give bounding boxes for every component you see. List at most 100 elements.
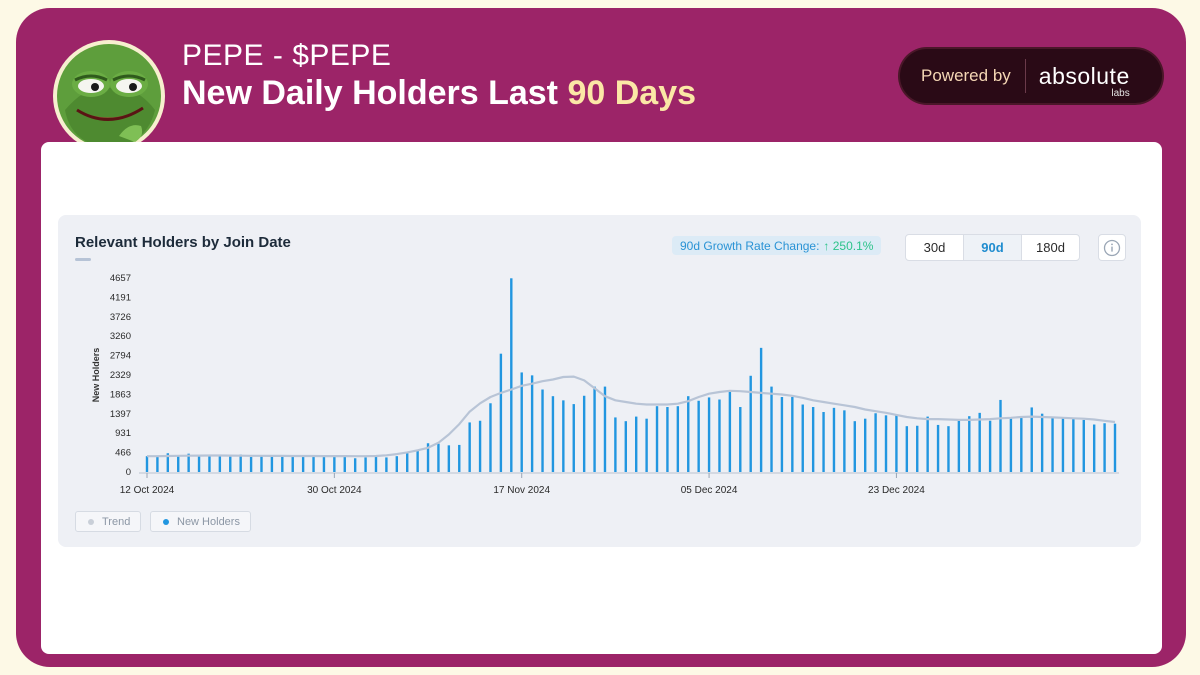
- bar-new-holders: [593, 386, 596, 472]
- page-title: New Daily Holders Last 90 Days: [182, 74, 696, 113]
- bar-new-holders: [1103, 423, 1106, 472]
- bar-new-holders: [728, 392, 732, 472]
- bar-new-holders: [749, 375, 752, 472]
- bar-new-holders: [1061, 417, 1065, 472]
- bar-new-holders: [530, 375, 534, 472]
- bar-new-holders: [635, 416, 638, 472]
- bar-new-holders: [770, 386, 773, 472]
- range-90d-button[interactable]: 90d: [964, 235, 1022, 260]
- bar-new-holders: [218, 456, 222, 472]
- bar-new-holders: [385, 457, 388, 472]
- bar-new-holders: [249, 457, 253, 472]
- bar-new-holders: [739, 407, 742, 472]
- trend-line: [147, 375, 1116, 458]
- bar-new-holders: [822, 412, 825, 472]
- bar-new-holders: [1092, 424, 1096, 472]
- bar-new-holders: [489, 403, 492, 472]
- bar-new-holders: [510, 278, 513, 472]
- bar-new-holders: [957, 419, 961, 472]
- pepe-frog-icon: [57, 44, 161, 148]
- y-tick-label: 4191: [110, 292, 131, 303]
- y-tick-label: 466: [115, 448, 131, 459]
- bar-new-holders: [947, 426, 950, 472]
- absolute-labs-logo: absolute labs: [1038, 63, 1130, 99]
- powered-by-label: Powered by: [921, 66, 1011, 85]
- bar-new-holders: [177, 456, 180, 472]
- bar-new-holders: [999, 399, 1002, 472]
- legend-new-holders-label: New Holders: [177, 515, 240, 528]
- growth-rate-badge: 90d Growth Rate Change: ↑ 250.1%: [672, 236, 882, 255]
- y-tick-label: 931: [115, 428, 131, 439]
- bar-new-holders: [541, 389, 544, 472]
- bar-new-holders: [697, 400, 700, 472]
- x-tick-label: 12 Oct 2024: [120, 485, 175, 496]
- range-30d-button[interactable]: 30d: [906, 235, 964, 260]
- bar-new-holders: [718, 399, 721, 472]
- legend-new-holders[interactable]: New Holders: [150, 511, 251, 532]
- x-tick-label: 05 Dec 2024: [681, 485, 738, 496]
- y-tick-label: 3726: [110, 312, 131, 323]
- bar-new-holders: [291, 457, 294, 472]
- bar-new-holders: [791, 397, 794, 472]
- bar-new-holders: [572, 404, 575, 472]
- chart-panel: [58, 215, 1141, 547]
- logo-text: absolute: [1038, 63, 1130, 89]
- bar-new-holders: [968, 416, 971, 472]
- bar-new-holders: [406, 452, 409, 472]
- bar-new-holders: [863, 418, 867, 472]
- bar-new-holders: [687, 396, 690, 472]
- y-tick-label: 1863: [110, 389, 131, 400]
- legend-trend-dot: [88, 518, 94, 525]
- legend-trend[interactable]: Trend: [75, 511, 142, 532]
- chart-title: Relevant Holders by Join Date: [75, 234, 291, 251]
- bar-new-holders: [478, 420, 482, 472]
- title-underline: [75, 258, 91, 261]
- y-tick-label: 2794: [110, 351, 131, 362]
- bar-new-holders: [374, 456, 378, 472]
- bar-new-holders: [895, 415, 898, 472]
- bar-new-holders: [520, 372, 523, 472]
- range-180d-button[interactable]: 180d: [1036, 240, 1065, 255]
- bar-new-holders: [468, 422, 471, 472]
- bar-new-holders: [853, 421, 856, 472]
- holders-chart: 0 466 931 1397 1863 2329 2794 3260 3726 4191 4657 N…: [91, 273, 1119, 496]
- info-button[interactable]: [1098, 234, 1126, 261]
- legend-new-holders-dot: [163, 518, 169, 525]
- bar-new-holders: [416, 450, 419, 472]
- bar-new-holders: [551, 396, 555, 472]
- y-tick-label: 3260: [110, 331, 131, 342]
- bar-new-holders: [333, 455, 336, 472]
- bar-new-holders: [260, 456, 263, 472]
- pepe-avatar: [53, 40, 165, 152]
- bar-new-holders: [166, 453, 170, 472]
- x-tick-label: 23 Dec 2024: [868, 485, 925, 496]
- bar-new-holders: [645, 418, 648, 472]
- growth-value: ↑ 250.1%: [823, 238, 874, 253]
- bar-new-holders: [988, 420, 992, 472]
- y-tick-label: 4657: [110, 273, 131, 284]
- y-axis-title: New Holders: [91, 348, 101, 403]
- bar-new-holders: [364, 457, 367, 472]
- bar-new-holders: [301, 456, 305, 472]
- bar-new-holders: [145, 456, 149, 472]
- bar-new-holders: [916, 425, 919, 472]
- legend-trend-label: Trend: [102, 515, 131, 528]
- bar-new-holders: [499, 353, 503, 472]
- bar-new-holders: [707, 397, 711, 472]
- bar-new-holders: [926, 416, 929, 472]
- bar-new-holders: [353, 458, 357, 472]
- bar-new-holders: [905, 426, 909, 472]
- bar-new-holders: [1040, 413, 1044, 472]
- bar-new-holders: [187, 453, 190, 472]
- bar-new-holders: [676, 406, 680, 472]
- bar-new-holders: [666, 407, 669, 472]
- token-name: PEPE - $PEPE: [182, 39, 392, 72]
- y-tick-label: 0: [126, 467, 131, 478]
- bar-new-holders: [562, 400, 565, 472]
- bar-new-holders: [229, 456, 232, 472]
- bar-new-holders: [270, 456, 274, 472]
- bar-new-holders: [874, 413, 877, 472]
- bar-new-holders: [759, 347, 763, 472]
- bar-new-holders: [1020, 417, 1023, 472]
- bar-new-holders: [208, 455, 211, 472]
